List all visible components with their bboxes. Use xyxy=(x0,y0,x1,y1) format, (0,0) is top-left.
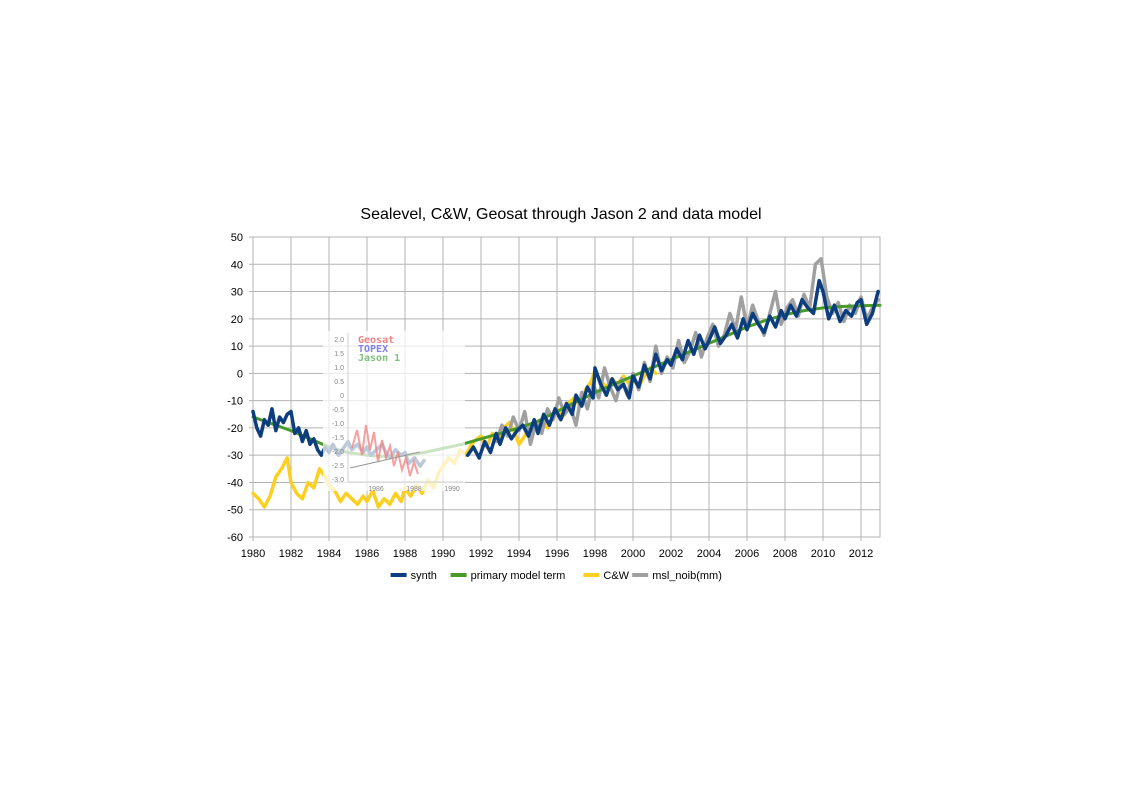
y-tick-label: 30 xyxy=(231,287,243,299)
x-tick-label: 2000 xyxy=(621,548,645,560)
x-tick-label: 1986 xyxy=(355,548,379,560)
inset-legend-label: TOPEX xyxy=(358,344,388,355)
x-axis-ticks: 1980 1982 1984 1986 1988 1990 1992 1994 1996 1998… xyxy=(241,537,873,560)
y-tick-label: 0 xyxy=(237,368,243,380)
x-tick-label: 2010 xyxy=(811,548,835,560)
x-tick-label: 1992 xyxy=(469,548,493,560)
x-tick-label: 1984 xyxy=(317,548,341,560)
inset-y-tick-label: 1.0 xyxy=(334,365,344,372)
x-tick-label: 1988 xyxy=(393,548,417,560)
x-tick-label: 1990 xyxy=(431,548,455,560)
inset-geosat-line xyxy=(351,424,419,477)
x-tick-label: 1998 xyxy=(583,548,607,560)
y-tick-label: -10 xyxy=(227,396,243,408)
inset-y-tick-label: -1.5 xyxy=(332,435,344,442)
x-tick-label: 1982 xyxy=(279,548,303,560)
inset-x-tick-label: 1988 xyxy=(406,486,422,493)
y-tick-label: -40 xyxy=(227,477,243,489)
plot-frame xyxy=(252,236,881,538)
inset-y-tick-label: -1.0 xyxy=(332,421,344,428)
inset-x-ticks: 1986 1988 1990 xyxy=(368,486,460,493)
series-line-synth xyxy=(465,278,880,460)
inset-y-ticks: 2.0 1.5 1.0 0.5 0 -0.5 -1.0 -1.5 -2.0 -2.5 -3.0 xyxy=(332,337,344,484)
y-tick-label: 40 xyxy=(231,259,243,271)
x-tick-label: 1994 xyxy=(507,548,531,560)
x-tick-label: 2008 xyxy=(773,548,797,560)
y-tick-label: 10 xyxy=(231,341,243,353)
inset-y-tick-label: -3.0 xyxy=(332,477,344,484)
inset-y-tick-label: 2.0 xyxy=(334,337,344,344)
inset-x-tick-label: 1986 xyxy=(368,486,384,493)
y-axis-ticks: 50 40 30 20 10 0 -10 -20 -30 -40 -50 -60 xyxy=(227,232,253,544)
legend-label: synth xyxy=(411,570,437,582)
inset-image: 2.0 1.5 1.0 0.5 0 -0.5 -1.0 -1.5 -2.0 -2.5 -3.0 19… xyxy=(323,331,465,493)
legend-label: msl_noib(mm) xyxy=(652,570,722,582)
x-tick-label: 2002 xyxy=(659,548,683,560)
y-tick-label: -60 xyxy=(227,532,243,544)
y-tick-label: 20 xyxy=(231,314,243,326)
y-tick-label: -50 xyxy=(227,505,243,517)
legend-label: primary model term xyxy=(471,570,566,582)
inset-x-tick-label: 1990 xyxy=(444,486,460,493)
y-tick-label: -30 xyxy=(227,450,243,462)
chart-title: Sealevel, C&W, Geosat through Jason 2 an… xyxy=(360,206,761,223)
inset-legend-label: Jason 1 xyxy=(358,353,400,364)
y-tick-label: -20 xyxy=(227,423,243,435)
inset-trend-line xyxy=(349,451,421,469)
legend: synth primary model term C&W msl_noib(mm) xyxy=(390,570,722,582)
inset-y-tick-label: -2.0 xyxy=(332,449,344,456)
inset-y-tick-label: -2.5 xyxy=(332,463,344,470)
x-tick-label: 1996 xyxy=(545,548,569,560)
x-tick-label: 1980 xyxy=(241,548,265,560)
series-line-msl-noib-mm- xyxy=(494,257,880,447)
inset-y-tick-label: -0.5 xyxy=(332,407,344,414)
inset-y-tick-label: 0 xyxy=(340,393,344,400)
inset-y-tick-label: 0.5 xyxy=(334,379,344,386)
x-tick-label: 2004 xyxy=(697,548,721,560)
x-tick-label: 2006 xyxy=(735,548,759,560)
inset-y-tick-label: 1.5 xyxy=(334,351,344,358)
y-tick-label: 50 xyxy=(231,232,243,244)
x-tick-label: 2012 xyxy=(849,548,873,560)
inset-legend-label: Geosat xyxy=(358,335,394,346)
legend-label: C&W xyxy=(603,570,629,582)
